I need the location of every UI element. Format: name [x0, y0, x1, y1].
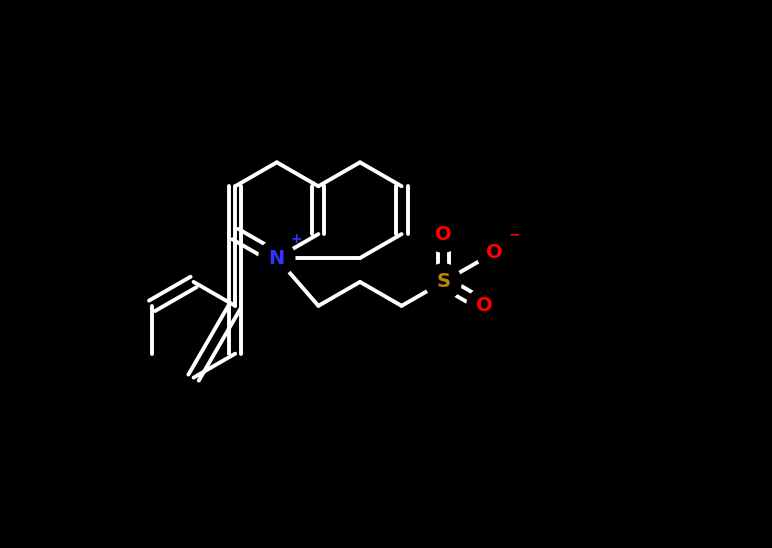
- Text: O: O: [486, 243, 503, 262]
- Circle shape: [425, 216, 461, 252]
- Circle shape: [259, 240, 295, 276]
- Text: O: O: [476, 296, 493, 315]
- Text: O: O: [435, 225, 452, 243]
- Text: S: S: [436, 272, 450, 292]
- Text: +: +: [291, 232, 303, 246]
- Circle shape: [467, 288, 503, 324]
- Text: N: N: [269, 248, 285, 267]
- Text: −: −: [509, 227, 520, 241]
- Circle shape: [477, 235, 513, 271]
- Circle shape: [425, 264, 461, 300]
